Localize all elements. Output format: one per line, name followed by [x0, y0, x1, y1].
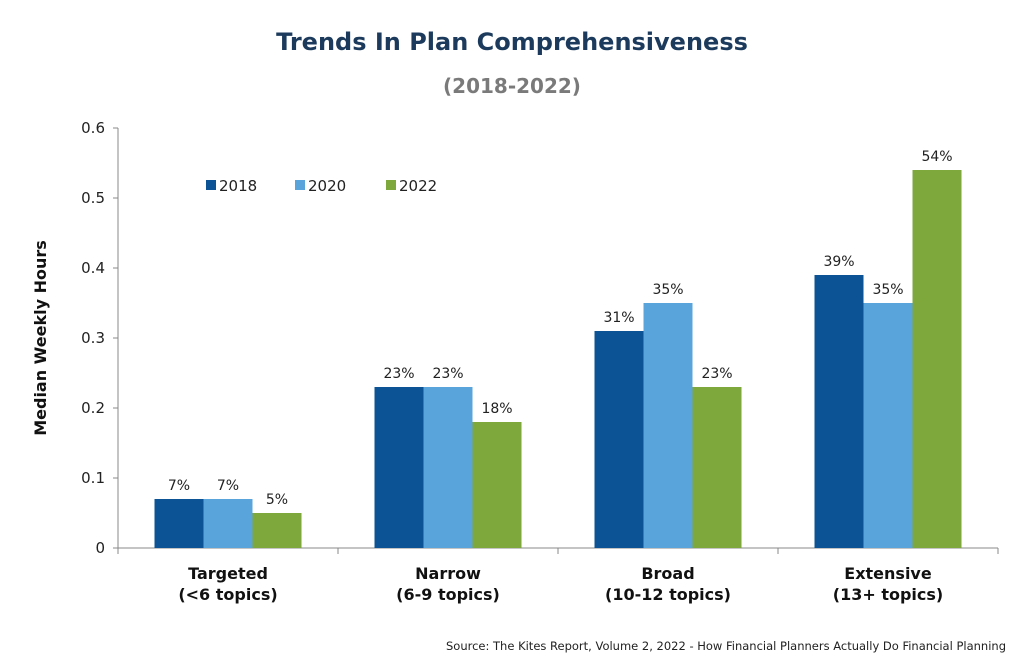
data-label: 23% [383, 366, 414, 382]
category-label: Extensive [844, 564, 932, 583]
bar-2022-1 [472, 422, 522, 548]
data-label: 39% [823, 254, 854, 270]
y-tick-label: 0.4 [81, 259, 105, 277]
legend-swatch-2020 [295, 180, 305, 190]
data-label: 54% [921, 149, 952, 165]
bar-2018-3 [814, 275, 864, 548]
category-sublabel: (13+ topics) [833, 585, 943, 604]
bar-2018-0 [154, 499, 204, 548]
legend-swatch-2022 [386, 180, 396, 190]
data-label: 31% [603, 310, 634, 326]
y-tick-label: 0.1 [81, 469, 105, 487]
category-sublabel: (10-12 topics) [605, 585, 731, 604]
y-tick-label: 0.6 [81, 119, 105, 137]
y-tick-label: 0.2 [81, 399, 105, 417]
y-axis-label: Median Weekly Hours [31, 240, 50, 436]
bar-2022-0 [252, 513, 302, 548]
legend-label: 2022 [399, 177, 437, 195]
y-tick-label: 0 [95, 539, 105, 557]
data-label: 23% [432, 366, 463, 382]
data-label: 7% [217, 478, 239, 494]
y-tick-label: 0.3 [81, 329, 105, 347]
data-label: 5% [266, 492, 288, 508]
bar-2022-2 [692, 387, 742, 548]
chart-subtitle: (2018-2022) [443, 74, 581, 98]
chart-title: Trends In Plan Comprehensiveness [276, 28, 748, 56]
data-label: 35% [872, 282, 903, 298]
data-label: 23% [701, 366, 732, 382]
legend-label: 2020 [308, 177, 346, 195]
category-label: Narrow [415, 564, 481, 583]
source-note: Source: The Kites Report, Volume 2, 2022… [446, 639, 1006, 653]
category-sublabel: (<6 topics) [178, 585, 277, 604]
bar-2018-2 [594, 331, 644, 548]
category-sublabel: (6-9 topics) [396, 585, 500, 604]
bar-2018-1 [374, 387, 424, 548]
category-label: Targeted [188, 564, 268, 583]
data-label: 7% [168, 478, 190, 494]
legend-label: 2018 [219, 177, 257, 195]
data-label: 18% [481, 401, 512, 417]
bar-2020-0 [203, 499, 253, 548]
data-label: 35% [652, 282, 683, 298]
y-tick-label: 0.5 [81, 189, 105, 207]
legend-swatch-2018 [206, 180, 216, 190]
bar-2020-1 [423, 387, 473, 548]
category-label: Broad [641, 564, 694, 583]
bar-2020-2 [643, 303, 693, 548]
bar-2022-3 [912, 170, 962, 548]
bar-2020-3 [863, 303, 913, 548]
